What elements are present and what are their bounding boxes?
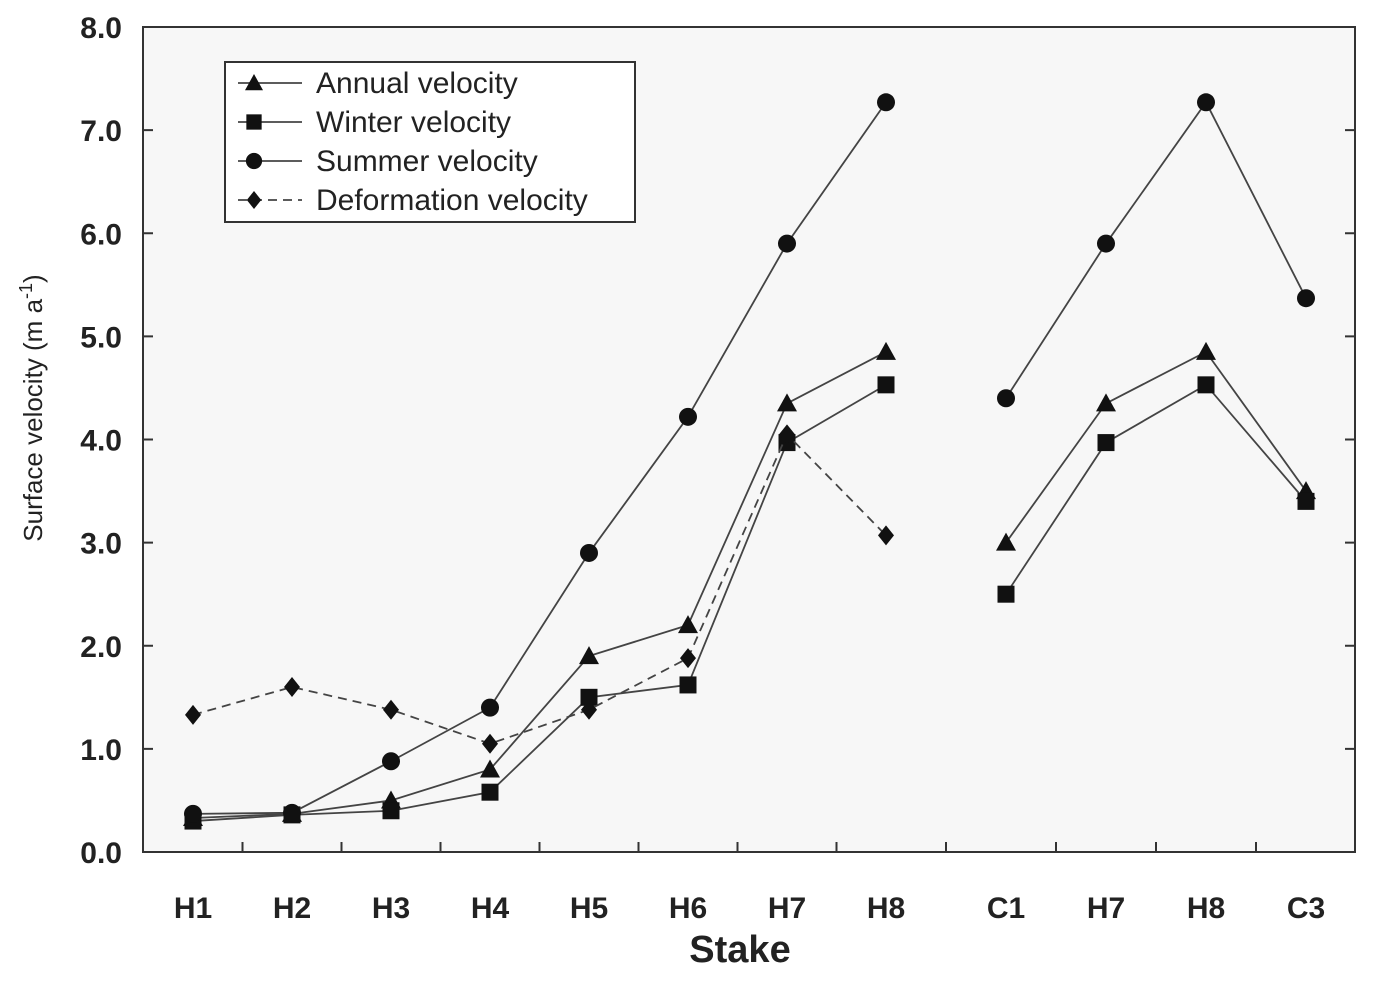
data-point-diamond xyxy=(284,677,300,697)
data-point-triangle xyxy=(579,646,599,665)
x-tick-label: H5 xyxy=(570,892,608,925)
series-layer xyxy=(183,93,1316,830)
x-tick-label: H4 xyxy=(471,892,510,925)
data-point-diamond xyxy=(482,733,498,754)
y-tick-label: 3.0 xyxy=(80,528,122,561)
data-point-square xyxy=(580,688,598,706)
data-point-triangle xyxy=(996,532,1016,551)
legend-label: Winter velocity xyxy=(316,106,511,139)
data-point-diamond xyxy=(680,648,696,669)
series-line xyxy=(192,432,887,745)
axes: 0.0 1.0 2.0 3.0 4.0 5.0 6.0 7.0 8.0 H1 H2 H3 H4 H5 H6 H… xyxy=(80,12,1355,925)
x-tick-label: H6 xyxy=(669,892,707,925)
legend: Annual velocity Winter velocity Summer vel… xyxy=(224,61,636,223)
series-deformation-velocity xyxy=(185,424,894,754)
y-axis-title-sup: -1 xyxy=(16,283,36,299)
data-point-square xyxy=(1297,492,1315,510)
data-point-triangle xyxy=(1096,393,1116,412)
legend-label: Annual velocity xyxy=(316,67,518,100)
y-tick-label: 1.0 xyxy=(80,734,122,767)
data-point-square xyxy=(997,585,1015,603)
data-point-circle xyxy=(481,698,499,717)
x-tick-label: C3 xyxy=(1287,892,1325,925)
series-summer-velocity xyxy=(184,93,1315,823)
data-point-triangle xyxy=(480,759,500,778)
y-tick-label: 8.0 xyxy=(80,12,122,45)
legend-label: Summer velocity xyxy=(316,145,538,178)
data-point-square xyxy=(246,114,262,130)
x-tick-label: H7 xyxy=(1087,892,1125,925)
data-point-diamond xyxy=(383,699,399,720)
y-tick-label: 6.0 xyxy=(80,218,122,251)
data-point-square xyxy=(382,802,400,820)
data-point-circle xyxy=(283,803,301,822)
y-tick-label: 0.0 xyxy=(80,837,122,870)
data-point-circle xyxy=(184,804,202,823)
data-point-diamond xyxy=(581,699,597,720)
data-point-circle xyxy=(997,389,1015,408)
data-point-circle xyxy=(245,152,263,170)
x-tick-label: H7 xyxy=(768,892,806,925)
data-point-square xyxy=(1197,376,1215,394)
data-point-square xyxy=(877,376,895,394)
data-point-circle xyxy=(382,752,400,771)
y-axis-title: Surface velocity (m a-1) xyxy=(16,274,48,541)
data-point-triangle xyxy=(245,74,263,91)
x-tick-label: H1 xyxy=(174,892,212,925)
series-line xyxy=(192,384,887,822)
y-tick-label: 4.0 xyxy=(80,425,122,458)
y-tick-label: 5.0 xyxy=(80,321,122,354)
data-point-triangle xyxy=(1196,341,1216,360)
y-axis-title-end: ) xyxy=(18,274,48,283)
data-point-diamond xyxy=(185,704,201,725)
data-point-diamond xyxy=(878,525,894,546)
data-point-triangle xyxy=(876,341,896,360)
x-tick-label: H8 xyxy=(867,892,905,925)
y-tick-label: 2.0 xyxy=(80,631,122,664)
legend-label: Deformation velocity xyxy=(316,184,588,217)
data-point-circle xyxy=(679,407,697,426)
x-tick-label: C1 xyxy=(987,892,1025,925)
x-tick-label: H3 xyxy=(372,892,410,925)
data-point-diamond xyxy=(246,191,262,209)
x-tick-label: H2 xyxy=(273,892,311,925)
data-point-diamond xyxy=(779,424,795,445)
data-point-square xyxy=(1097,434,1115,452)
data-point-square xyxy=(679,676,697,694)
x-axis-title: Stake xyxy=(689,929,790,971)
data-point-circle xyxy=(1197,93,1215,112)
x-tick-label: H8 xyxy=(1187,892,1225,925)
series-line xyxy=(192,101,887,815)
data-point-circle xyxy=(1297,289,1315,308)
data-point-triangle xyxy=(777,393,797,412)
data-point-circle xyxy=(1097,234,1115,253)
series-line xyxy=(1005,100,1307,399)
series-line xyxy=(1005,350,1307,544)
data-point-circle xyxy=(580,543,598,562)
series-line xyxy=(192,351,887,819)
data-point-circle xyxy=(778,234,796,253)
series-winter-velocity xyxy=(184,376,1315,830)
y-axis-title-main: Surface velocity (m a xyxy=(18,298,48,541)
legend-box xyxy=(224,61,636,223)
data-point-circle xyxy=(877,93,895,112)
y-tick-label: 7.0 xyxy=(80,115,122,148)
series-line xyxy=(1005,383,1307,595)
data-point-square xyxy=(481,783,499,801)
data-point-triangle xyxy=(678,615,698,634)
